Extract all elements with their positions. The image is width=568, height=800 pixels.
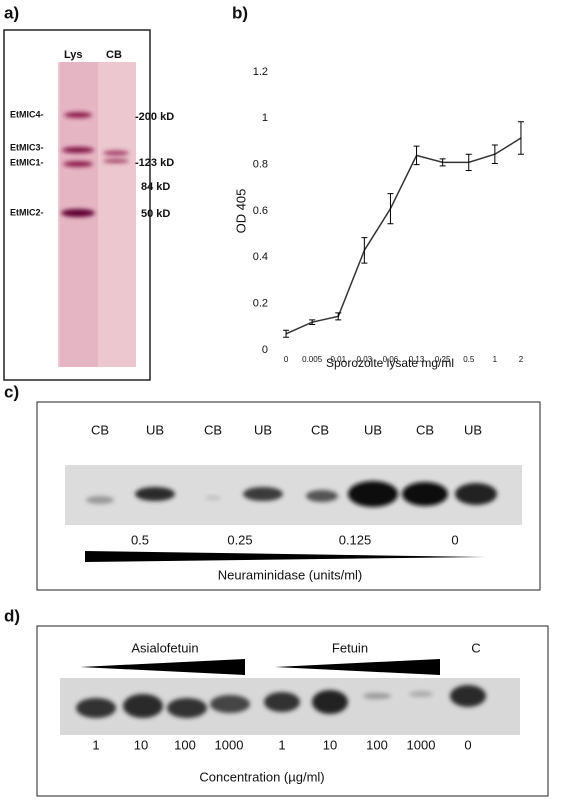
error-bar — [491, 144, 498, 165]
bands — [86, 481, 497, 507]
x-tick-label: 0.13 — [409, 355, 425, 364]
lane-label: CB — [91, 422, 109, 437]
lane-label: CB — [106, 49, 122, 61]
concentration-label: 0.125 — [339, 532, 372, 547]
protein-label: EtMIC3- — [10, 142, 44, 152]
y-tick-label: 0.6 — [253, 205, 268, 217]
axis-caption: Neuraminidase (units/ml) — [218, 567, 363, 582]
gradient-wedge — [80, 659, 245, 675]
bands — [61, 112, 129, 217]
y-tick-label: 1.2 — [253, 66, 268, 78]
concentration-label: 1000 — [407, 737, 436, 752]
lane-label: UB — [254, 422, 272, 437]
lane-label: UB — [364, 422, 382, 437]
x-tick-label: 0 — [284, 355, 289, 364]
marker-label: -123 kD — [135, 157, 174, 169]
protein-label: EtMIC4- — [10, 109, 44, 119]
error-bar — [283, 329, 290, 338]
marker-label: 84 kD — [141, 181, 170, 193]
y-axis-label: OD 405 — [233, 189, 248, 234]
line — [285, 137, 522, 335]
error-bar — [387, 193, 394, 225]
y-tick-label: 0.4 — [253, 251, 268, 263]
x-tick-label: 0.005 — [302, 355, 323, 364]
concentration-label: 100 — [366, 737, 388, 752]
x-tick-label: 0.06 — [383, 355, 399, 364]
x-tick-label: 2 — [519, 355, 524, 364]
x-tick-label: 0.5 — [463, 355, 475, 364]
lane-label: Lys — [64, 49, 83, 61]
lane-label: CB — [311, 422, 329, 437]
x-axis-label: Sporozoite lysate mg/ml — [326, 356, 454, 370]
group-label: C — [471, 640, 480, 655]
x-tick-label: 0.25 — [435, 355, 451, 364]
axis-caption: Concentration (µg/ml) — [199, 769, 324, 784]
marker-label: 50 kD — [141, 208, 170, 220]
panel-label: d) — [4, 606, 20, 625]
y-tick-label: 0 — [262, 344, 268, 356]
concentration-label: 10 — [323, 737, 337, 752]
error-bar — [413, 145, 420, 166]
concentration-label: 0.25 — [227, 532, 252, 547]
y-tick-label: 0.2 — [253, 298, 268, 310]
marker-label: -200 kD — [135, 111, 174, 123]
bands — [76, 685, 486, 718]
blot-film — [65, 465, 522, 525]
error-bar — [335, 312, 342, 321]
panel-label: c) — [4, 382, 19, 401]
x-tick-label: 1 — [493, 355, 498, 364]
x-tick-label: 0.03 — [357, 355, 373, 364]
lane-label: CB — [204, 422, 222, 437]
error-bar — [309, 319, 316, 326]
concentration-label: 0.5 — [131, 532, 149, 547]
concentration-label: 0 — [451, 532, 458, 547]
x-tick-label: 0.01 — [330, 355, 346, 364]
gradient-wedge — [85, 551, 485, 562]
concentration-label: 0 — [464, 737, 471, 752]
concentration-label: 1000 — [215, 737, 244, 752]
gradient-wedge — [275, 659, 440, 675]
error-bar — [517, 121, 524, 155]
concentration-label: 1 — [278, 737, 285, 752]
lane-label: UB — [464, 422, 482, 437]
protein-label: EtMIC2- — [10, 207, 44, 217]
concentration-label: 1 — [92, 737, 99, 752]
y-tick-label: 0.8 — [253, 159, 268, 171]
group-label: Asialofetuin — [131, 640, 198, 655]
panel-label: b) — [232, 3, 248, 22]
y-tick-label: 1 — [262, 112, 268, 124]
concentration-label: 10 — [134, 737, 148, 752]
error-bar — [361, 237, 368, 264]
lane-label: CB — [416, 422, 434, 437]
error-bar — [465, 153, 472, 171]
protein-label: EtMIC1- — [10, 157, 44, 167]
concentration-label: 100 — [174, 737, 196, 752]
error-bar — [439, 158, 446, 167]
group-label: Fetuin — [332, 640, 368, 655]
panel-label: a) — [4, 3, 19, 22]
lane-label: UB — [146, 422, 164, 437]
